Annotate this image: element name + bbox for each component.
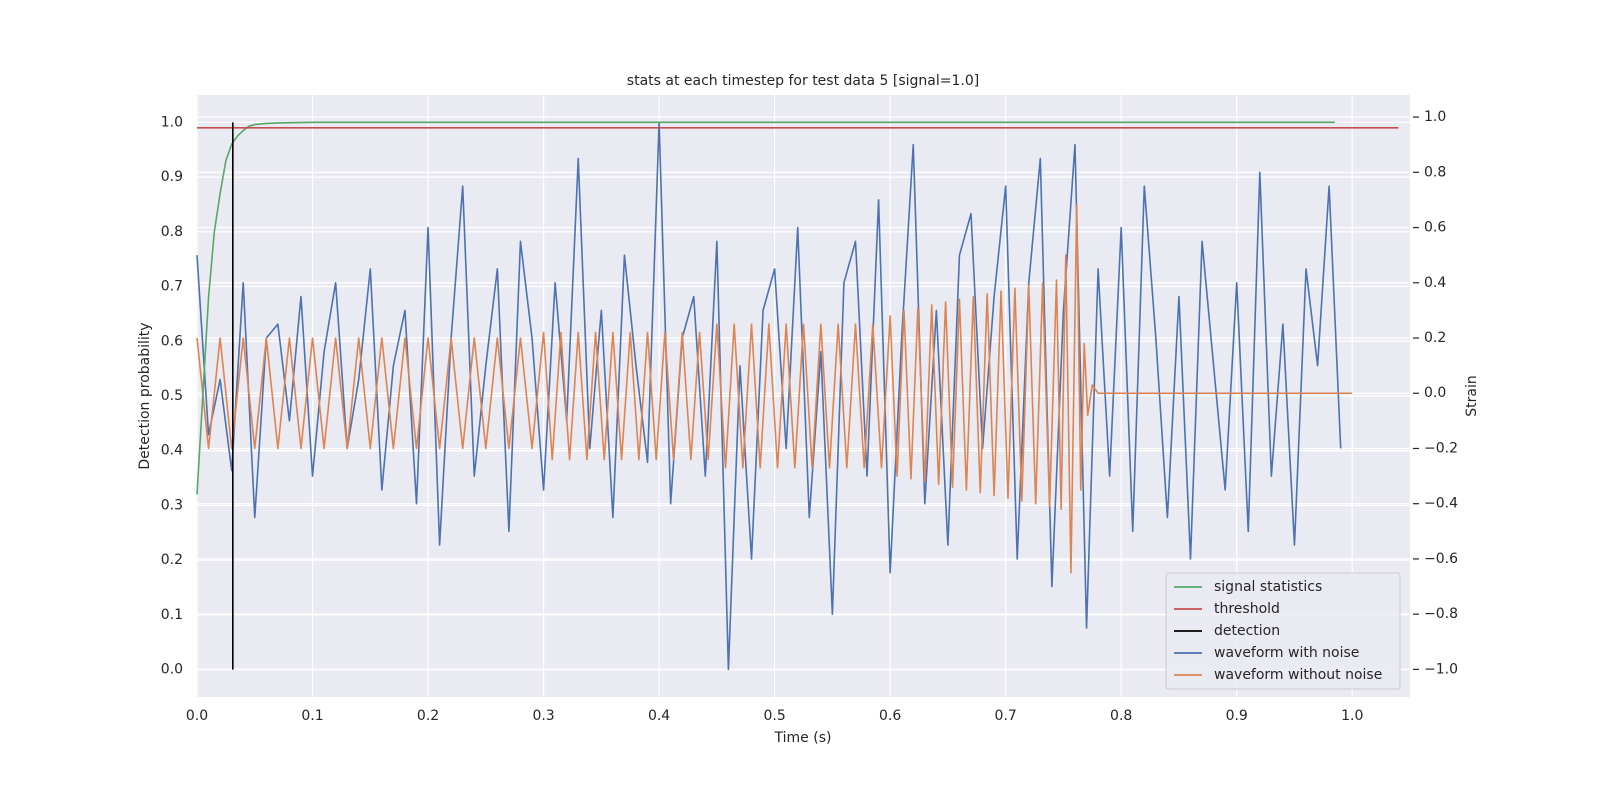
series-line bbox=[196, 121, 1335, 495]
y2-tick-label: 0.4 bbox=[1424, 275, 1446, 291]
legend-label: waveform without noise bbox=[1214, 667, 1382, 683]
legend-label: threshold bbox=[1214, 601, 1280, 617]
y-tick-label: 0.8 bbox=[161, 224, 183, 240]
legend: signal statistics threshold detection wavef… bbox=[1165, 572, 1401, 690]
x-axis-label: Time (s) bbox=[774, 730, 832, 746]
x-tick-label: 0.7 bbox=[995, 708, 1017, 724]
y2-tick-label: 1.0 bbox=[1424, 109, 1446, 125]
y-tick-label: 0.7 bbox=[161, 279, 183, 295]
y2-tick-label: 0.2 bbox=[1424, 330, 1446, 346]
y-tick-label: 1.0 bbox=[161, 114, 183, 130]
x-tick-label: 0.2 bbox=[417, 708, 439, 724]
y2-tick-label: 0.0 bbox=[1424, 385, 1446, 401]
x-tick-label: 0.0 bbox=[186, 708, 208, 724]
x-tick-label: 0.5 bbox=[763, 708, 785, 724]
legend-label: signal statistics bbox=[1214, 579, 1322, 595]
series-line bbox=[196, 121, 1342, 671]
series-line bbox=[196, 204, 1353, 574]
x-tick-label: 0.4 bbox=[648, 708, 670, 724]
legend-box bbox=[1165, 572, 1401, 690]
x-tick-label: 0.9 bbox=[1226, 708, 1248, 724]
y-tick-label: 0.2 bbox=[161, 552, 183, 568]
x-tick-label: 1.0 bbox=[1341, 708, 1363, 724]
y2-tick-label: −0.6 bbox=[1424, 551, 1458, 567]
y-tick-label: 0.4 bbox=[161, 443, 183, 459]
y2-tick-label: −1.0 bbox=[1424, 661, 1458, 677]
y-tick-label: 0.1 bbox=[161, 607, 183, 623]
y-tick-label: 0.5 bbox=[161, 388, 183, 404]
x-tick-label: 0.1 bbox=[301, 708, 323, 724]
y2-tick-label: 0.6 bbox=[1424, 220, 1446, 236]
x-tick-label: 0.3 bbox=[532, 708, 554, 724]
legend-label: detection bbox=[1214, 623, 1280, 639]
lines bbox=[196, 121, 1399, 671]
y2-tick-label: −0.8 bbox=[1424, 606, 1458, 622]
x-tick-label: 0.6 bbox=[879, 708, 901, 724]
y-tick-label: 0.6 bbox=[161, 333, 183, 349]
y-tick-label: 0.3 bbox=[161, 497, 183, 513]
y2-tick-label: −0.2 bbox=[1424, 440, 1458, 456]
y2-axis-label: Strain bbox=[1464, 375, 1480, 416]
y-axis-label: Detection probability bbox=[137, 322, 153, 469]
y-tick-label: 0.9 bbox=[161, 169, 183, 185]
legend-label: waveform with noise bbox=[1214, 645, 1359, 661]
y-tick-label: 0.0 bbox=[161, 662, 183, 678]
chart-title: stats at each timestep for test data 5 [… bbox=[627, 73, 979, 89]
x-tick-label: 0.8 bbox=[1110, 708, 1132, 724]
y2-tick-label: 0.8 bbox=[1424, 164, 1446, 180]
y2-tick-label: −0.4 bbox=[1424, 496, 1458, 512]
